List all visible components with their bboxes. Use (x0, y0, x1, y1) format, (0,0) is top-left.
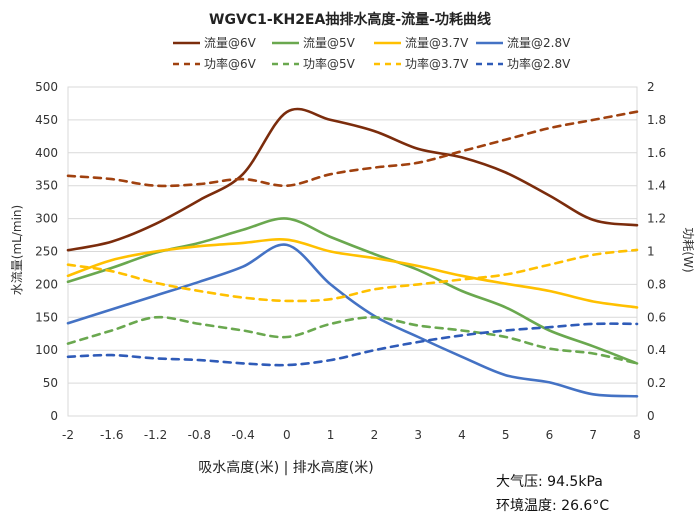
power-line--6v (66, 110, 639, 188)
legend-label: 功率@6V (204, 56, 257, 71)
power-line--2-8v (66, 322, 639, 367)
x-tick-label: -0.8 (188, 428, 211, 442)
y2-tick-label: 0.4 (647, 343, 666, 357)
y-tick-label: 50 (43, 376, 58, 390)
y2-axis-title: 功耗(W) (681, 227, 695, 272)
power-line--3-7v (66, 248, 639, 303)
legend-label: 功率@3.7V (405, 56, 469, 71)
y-tick-label: 250 (35, 245, 58, 259)
power-line--5v (66, 315, 639, 365)
chart-title: WGVC1-KH2EA抽排水高度-流量-功耗曲线 (209, 11, 491, 28)
y2-tick-label: 1.8 (647, 113, 666, 127)
y-axis-ticks: 0 50 100 150 200 250 300 350 400 450 500 (35, 80, 58, 423)
x-tick-label: -1.2 (144, 428, 167, 442)
x-tick-label: 1 (327, 428, 335, 442)
x-tick-label: 0 (283, 428, 291, 442)
y-tick-label: 500 (35, 80, 58, 94)
temperature-label: 环境温度: 26.6°C (496, 498, 609, 514)
x-tick-label: -1.6 (100, 428, 123, 442)
y2-tick-label: 0.8 (647, 277, 666, 291)
y-tick-label: 200 (35, 277, 58, 291)
y-axis-title: 水流量(mL/min) (10, 205, 24, 295)
x-axis-title: 吸水高度(米) | 排水高度(米) (198, 459, 373, 476)
y2-axis-ticks: 0 0.2 0.4 0.6 0.8 1 1.2 1.4 1.6 1.8 2 (647, 80, 666, 423)
legend-label: 功率@5V (303, 56, 356, 71)
y2-tick-label: 1 (647, 245, 655, 259)
flow-line--6v (66, 107, 639, 252)
y-tick-label: 450 (35, 113, 58, 127)
y-tick-label: 350 (35, 179, 58, 193)
x-tick-label: -0.4 (231, 428, 254, 442)
y2-tick-label: 0.6 (647, 310, 666, 324)
x-tick-label: 7 (589, 428, 597, 442)
y-tick-label: 150 (35, 310, 58, 324)
legend-label: 流量@5V (303, 36, 356, 50)
y2-tick-label: 1.4 (647, 179, 666, 193)
plot-frame (67, 86, 638, 417)
flow-line--2-8v (66, 243, 639, 398)
x-tick-label: 2 (371, 428, 379, 442)
x-tick-label: -2 (62, 428, 74, 442)
x-tick-label: 4 (458, 428, 466, 442)
legend-label: 流量@3.7V (405, 36, 469, 50)
x-axis-ticks: -2 -1.6 -1.2 -0.8 -0.4 0 1 2 3 4 5 6 7 8 (62, 428, 641, 442)
pressure-label: 大气压: 94.5kPa (496, 474, 603, 490)
legend-label: 流量@6V (204, 36, 257, 50)
y-tick-label: 300 (35, 212, 58, 226)
y2-tick-label: 2 (647, 80, 655, 94)
x-tick-label: 8 (633, 428, 641, 442)
legend: 流量@6V 流量@5V 流量@3.7V 流量@2.8V 功率@6V 功率@5V 功率@3.7… (173, 36, 571, 71)
y2-tick-label: 0.2 (647, 376, 666, 390)
legend-label: 功率@2.8V (507, 56, 571, 71)
y2-tick-label: 0 (647, 409, 655, 423)
x-tick-label: 5 (502, 428, 510, 442)
y-tick-label: 400 (35, 146, 58, 160)
y-tick-label: 0 (50, 409, 58, 423)
y-tick-label: 100 (35, 343, 58, 357)
x-tick-label: 3 (414, 428, 422, 442)
flow-line--3-7v (66, 238, 639, 309)
series-lines (66, 107, 639, 398)
y2-tick-label: 1.6 (647, 146, 666, 160)
x-tick-label: 6 (546, 428, 554, 442)
y2-tick-label: 1.2 (647, 212, 666, 226)
legend-label: 流量@2.8V (507, 36, 571, 50)
